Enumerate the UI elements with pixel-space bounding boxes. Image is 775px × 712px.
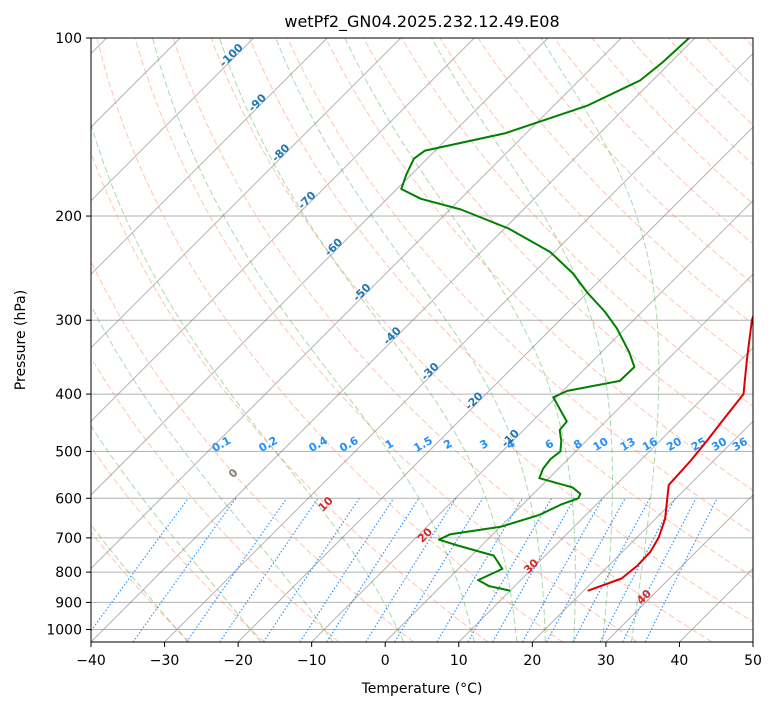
dewpoint-point: [567, 390, 568, 391]
dewpoint-point: [424, 150, 425, 151]
dewpoint-point: [578, 498, 579, 499]
temperature-point: [743, 393, 744, 394]
temperature-point: [689, 461, 690, 462]
dewpoint-point: [477, 579, 478, 580]
x-tick-label: 10: [450, 653, 468, 669]
temperature-point: [621, 578, 622, 579]
dewpoint-point: [634, 366, 635, 367]
dewpoint-point: [413, 158, 414, 159]
dewpoint-point: [539, 478, 540, 479]
x-tick-label: −10: [297, 653, 327, 669]
x-tick-label: −30: [150, 653, 180, 669]
dewpoint-point: [662, 62, 663, 63]
x-tick-label: 30: [597, 653, 615, 669]
dewpoint-point: [560, 409, 561, 410]
dewpoint-point: [629, 352, 630, 353]
x-tick-label: 20: [523, 653, 541, 669]
dewpoint-point: [509, 590, 510, 591]
dewpoint-point: [587, 293, 588, 294]
y-tick-label: 100: [55, 31, 82, 47]
dewpoint-point: [406, 174, 407, 175]
y-tick-label: 300: [55, 313, 82, 329]
x-tick-label: 0: [381, 653, 390, 669]
temperature-point: [668, 484, 669, 485]
x-tick-label: −20: [223, 653, 253, 669]
temperature-point: [751, 320, 752, 321]
y-tick-label: 800: [55, 565, 82, 581]
dewpoint-point: [560, 504, 561, 505]
dewpoint-point: [572, 273, 573, 274]
dewpoint-point: [619, 380, 620, 381]
x-tick-label: 50: [744, 653, 762, 669]
dewpoint-point: [553, 397, 554, 398]
dewpoint-point: [572, 487, 573, 488]
dewpoint-point: [438, 539, 439, 540]
temperature-point: [650, 552, 651, 553]
dewpoint-point: [616, 328, 617, 329]
dewpoint-point: [489, 586, 490, 587]
x-tick-label: 40: [671, 653, 689, 669]
dewpoint-point: [550, 251, 551, 252]
x-tick-label: −40: [76, 653, 106, 669]
dewpoint-point: [460, 209, 461, 210]
temperature-point: [587, 590, 588, 591]
dewpoint-point: [560, 451, 561, 452]
y-tick-label: 900: [55, 595, 82, 611]
dewpoint-point: [539, 514, 540, 515]
dewpoint-point: [504, 133, 505, 134]
temperature-point: [637, 565, 638, 566]
dewpoint-point: [542, 468, 543, 469]
dewpoint-point: [580, 493, 581, 494]
dewpoint-point: [639, 80, 640, 81]
y-tick-label: 400: [55, 387, 82, 403]
temperature-point: [746, 359, 747, 360]
y-tick-label: 600: [55, 491, 82, 507]
chart-title: wetPf2_GN04.2025.232.12.49.E08: [284, 12, 559, 32]
y-tick-label: 500: [55, 444, 82, 460]
x-axis-label: Temperature (°C): [361, 681, 483, 697]
dewpoint-point: [604, 311, 605, 312]
temperature-point: [706, 440, 707, 441]
dewpoint-point: [550, 458, 551, 459]
y-axis-label: Pressure (hPa): [13, 290, 29, 390]
dewpoint-point: [587, 105, 588, 106]
dewpoint-point: [502, 568, 503, 569]
dewpoint-point: [559, 429, 560, 430]
y-tick-label: 1000: [46, 622, 82, 638]
dewpoint-point: [450, 534, 451, 535]
temperature-point: [658, 537, 659, 538]
dewpoint-point: [493, 555, 494, 556]
dewpoint-point: [501, 526, 502, 527]
y-tick-label: 200: [55, 209, 82, 225]
dewpoint-point: [401, 188, 402, 189]
dewpoint-point: [566, 421, 567, 422]
y-tick-label: 700: [55, 531, 82, 547]
dewpoint-point: [420, 198, 421, 199]
dewpoint-point: [456, 544, 457, 545]
temperature-point: [664, 518, 665, 519]
dewpoint-point: [508, 228, 509, 229]
dewpoint-point: [561, 440, 562, 441]
temperature-point: [667, 498, 668, 499]
temperature-point: [724, 418, 725, 419]
